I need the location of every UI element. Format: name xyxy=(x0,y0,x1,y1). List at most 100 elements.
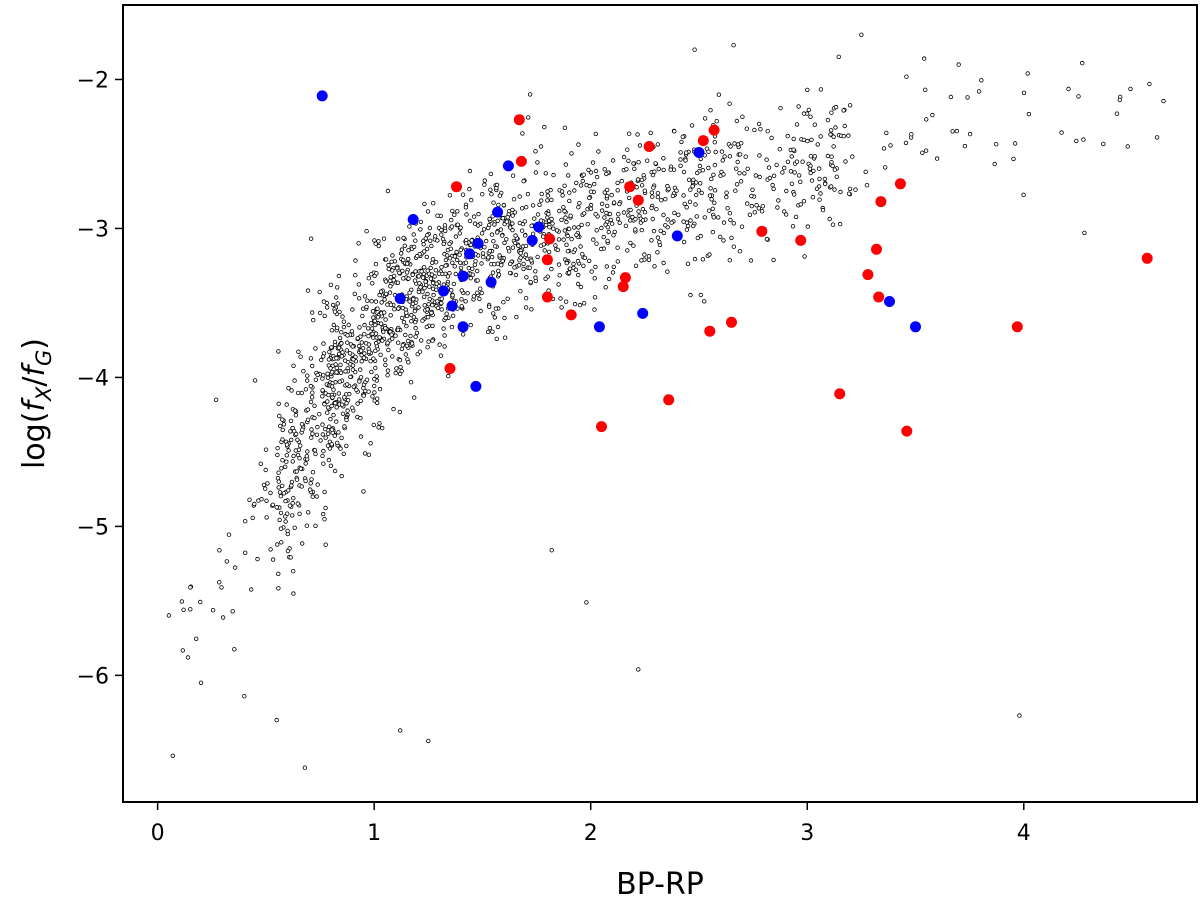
background-point xyxy=(470,272,475,277)
background-point xyxy=(646,257,652,262)
background-point xyxy=(679,139,684,145)
background-point xyxy=(734,118,740,124)
background-point xyxy=(362,351,367,356)
background-point xyxy=(1076,94,1081,99)
background-point xyxy=(327,424,332,429)
background-point xyxy=(794,122,800,127)
background-point xyxy=(439,307,444,312)
background-point xyxy=(259,497,264,502)
background-point xyxy=(336,351,342,357)
background-point xyxy=(533,170,539,175)
background-point xyxy=(323,426,328,432)
background-point xyxy=(407,299,412,304)
background-point xyxy=(491,200,496,205)
background-point xyxy=(332,339,338,345)
background-point xyxy=(373,331,379,336)
background-point xyxy=(510,207,515,213)
background-point xyxy=(305,449,310,454)
background-point xyxy=(495,218,500,223)
background-point xyxy=(533,149,538,154)
background-point xyxy=(764,236,770,242)
x-tick-label: 4 xyxy=(1017,821,1031,846)
background-point xyxy=(404,323,409,329)
background-point xyxy=(338,362,343,368)
background-point xyxy=(708,107,713,113)
background-point xyxy=(374,374,379,379)
background-point xyxy=(353,354,358,359)
background-point xyxy=(777,146,782,152)
background-point xyxy=(693,202,698,207)
background-point xyxy=(684,205,689,210)
background-point xyxy=(309,477,314,482)
background-point xyxy=(366,326,371,331)
background-point xyxy=(292,525,297,530)
background-point xyxy=(429,243,434,249)
background-point xyxy=(373,299,379,304)
background-point xyxy=(392,307,397,312)
background-point xyxy=(261,482,267,488)
series-point xyxy=(834,388,846,400)
background-point xyxy=(782,209,787,214)
y-tick-label: −3 xyxy=(77,217,109,242)
background-point xyxy=(466,265,471,271)
background-point xyxy=(443,263,448,268)
background-point xyxy=(698,292,703,298)
background-point xyxy=(782,165,787,171)
background-point xyxy=(611,200,617,205)
background-point xyxy=(344,348,350,353)
background-point xyxy=(274,717,279,723)
background-point xyxy=(270,502,276,507)
background-point xyxy=(829,154,834,159)
background-point xyxy=(329,328,335,333)
background-point xyxy=(281,491,287,496)
background-point xyxy=(1117,97,1122,103)
series-point xyxy=(910,321,921,333)
background-point xyxy=(798,202,803,207)
background-point xyxy=(501,202,507,208)
background-point xyxy=(728,144,733,149)
background-point xyxy=(279,466,284,471)
series-point xyxy=(632,194,644,206)
background-point xyxy=(277,490,283,495)
background-point xyxy=(437,342,442,347)
background-point xyxy=(278,510,284,516)
background-point xyxy=(994,141,999,147)
background-point xyxy=(399,315,405,321)
background-point xyxy=(454,249,459,255)
background-point xyxy=(377,335,382,340)
background-point xyxy=(374,271,379,276)
series-point xyxy=(472,237,484,249)
background-point xyxy=(479,290,484,296)
background-point xyxy=(646,254,652,259)
background-point xyxy=(784,188,789,194)
background-point xyxy=(922,56,927,61)
background-point xyxy=(581,263,586,268)
background-point xyxy=(722,154,727,159)
background-point xyxy=(377,421,382,426)
background-point xyxy=(561,237,566,242)
background-point xyxy=(433,268,439,273)
background-point xyxy=(289,388,294,393)
background-point xyxy=(639,183,645,188)
background-point xyxy=(688,292,693,298)
background-point xyxy=(1011,156,1016,162)
background-point xyxy=(748,258,754,263)
y-tick-label: −5 xyxy=(77,515,109,540)
background-point xyxy=(298,443,303,448)
background-point xyxy=(756,206,761,211)
background-point xyxy=(383,362,388,368)
background-point xyxy=(344,382,350,387)
background-point xyxy=(1128,86,1133,92)
background-point xyxy=(784,212,789,217)
background-point xyxy=(255,556,260,562)
background-point xyxy=(863,169,868,174)
background-point xyxy=(337,335,343,341)
background-point xyxy=(304,454,309,459)
background-point xyxy=(291,453,296,459)
background-point xyxy=(665,217,670,222)
background-point xyxy=(426,738,431,744)
background-point xyxy=(326,431,331,436)
background-point xyxy=(354,387,359,392)
background-point xyxy=(396,306,401,311)
background-point xyxy=(694,214,699,219)
